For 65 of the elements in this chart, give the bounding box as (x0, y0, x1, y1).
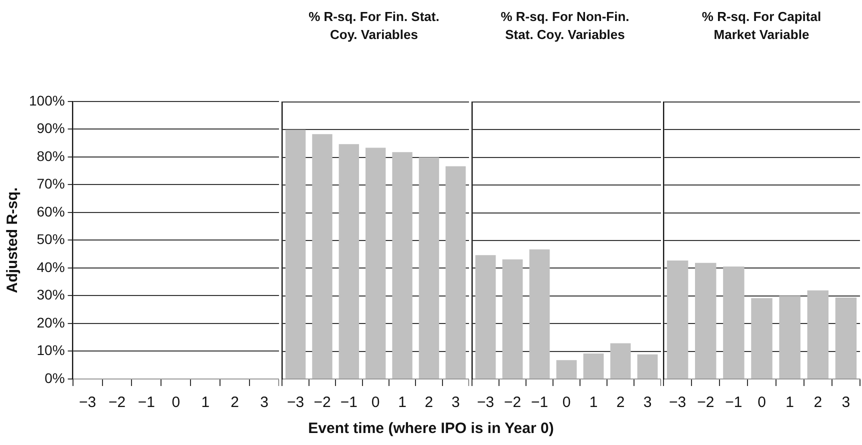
bar (779, 296, 800, 378)
chart-title: % R-sq. For Non-Fin. Stat. Coy. Variables (500, 8, 630, 44)
x-tick-label: −2 (314, 394, 331, 412)
x-tick-label: −1 (725, 394, 742, 412)
y-tick-label: 50% (36, 231, 65, 248)
x-tick-label: 2 (814, 394, 822, 412)
bar (338, 144, 360, 378)
x-tick-label: 3 (260, 394, 268, 412)
y-tick-label: 40% (36, 258, 65, 275)
bar (835, 298, 857, 378)
y-tick-label: 60% (36, 203, 65, 220)
x-tick-label: −3 (78, 394, 96, 412)
bar (312, 134, 332, 378)
x-tick-label: −3 (476, 394, 494, 412)
x-tick-label: 2 (616, 394, 625, 412)
y-tick-label: 90% (36, 120, 65, 136)
x-tick-label: 3 (643, 394, 652, 412)
bar (807, 290, 829, 378)
x-tick-label: 3 (842, 394, 850, 412)
bar (637, 354, 658, 378)
x-tick-label: 0 (371, 394, 380, 412)
y-tick-label: 100% (28, 92, 65, 108)
chart-title: % R-sq. For Fin. Stat. Coy. Variables (308, 8, 440, 44)
x-tick-label: 3 (451, 394, 460, 412)
y-tick-label: 30% (36, 286, 65, 303)
y-axis-title: Adjusted R-sq. (4, 187, 22, 294)
y-tick-label: 80% (36, 148, 65, 164)
x-tick-label: 2 (424, 394, 434, 412)
x-tick-label: 0 (172, 394, 180, 412)
x-tick-label: 2 (230, 394, 239, 412)
chart-title: % R-sq. For Capital Market Variable (700, 8, 822, 44)
bar (475, 255, 496, 378)
x-tick-label: −3 (286, 394, 304, 412)
bar (502, 259, 523, 378)
x-tick-label: 0 (562, 394, 571, 412)
bar (610, 343, 631, 378)
bar (392, 152, 412, 378)
y-tick-label: 20% (36, 314, 65, 330)
x-tick-label: 0 (758, 394, 766, 412)
bar (556, 360, 577, 378)
bar (583, 354, 604, 378)
bar (418, 157, 440, 378)
x-tick-label: 1 (589, 394, 598, 412)
y-tick-label: 0% (44, 370, 65, 386)
x-axis-title: Event time (where IPO is in Year 0) (307, 420, 555, 437)
x-tick-label: −1 (340, 394, 358, 412)
bar (285, 130, 306, 378)
x-tick-label: −3 (668, 394, 686, 412)
x-tick-label: −2 (504, 394, 522, 412)
bar (695, 262, 716, 378)
bar (366, 148, 386, 378)
x-tick-label: −1 (530, 394, 548, 412)
bar (666, 260, 688, 378)
bar (529, 249, 550, 378)
x-tick-label: 1 (786, 394, 794, 412)
y-tick-label: 70% (36, 176, 65, 192)
bar (446, 166, 466, 378)
x-tick-label: −2 (697, 394, 714, 412)
x-tick-label: −1 (138, 394, 155, 412)
bar (723, 266, 744, 378)
x-tick-label: −2 (108, 394, 126, 412)
y-tick-label: 10% (36, 342, 65, 358)
bar (751, 298, 772, 378)
x-tick-label: 1 (398, 394, 406, 412)
x-tick-label: 1 (201, 394, 210, 412)
